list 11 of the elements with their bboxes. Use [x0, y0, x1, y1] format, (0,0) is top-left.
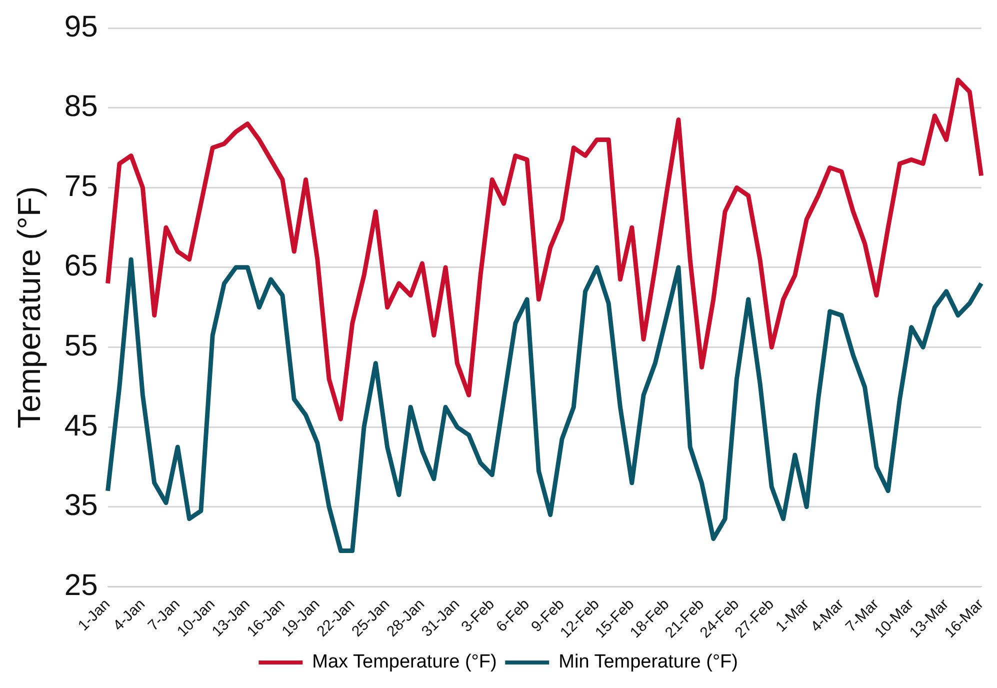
y-tick-label: 55	[64, 330, 98, 363]
y-tick-label: 25	[64, 568, 98, 602]
legend-label: Min Temperature (°F)	[558, 652, 738, 673]
y-tick-label: 95	[64, 10, 98, 44]
legend-label: Max Temperature (°F)	[312, 652, 497, 673]
y-tick-label: 75	[64, 170, 98, 203]
y-tick-label: 85	[64, 90, 98, 124]
y-tick-label: 65	[64, 250, 98, 283]
y-tick-label: 35	[64, 489, 98, 522]
y-tick-label: 45	[64, 409, 98, 442]
y-axis-title: Temperature (°F)	[11, 186, 48, 428]
